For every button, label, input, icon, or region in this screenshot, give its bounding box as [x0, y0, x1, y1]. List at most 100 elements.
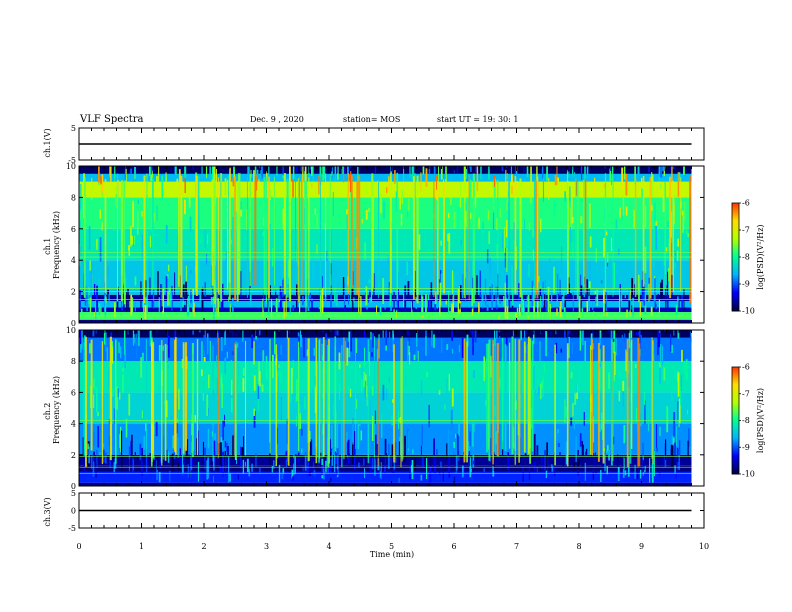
colorbar-cell [732, 291, 739, 294]
ytick-label: 6 [71, 388, 76, 397]
colorbar-cell [732, 258, 739, 262]
colorbar-cell [732, 418, 739, 421]
ch1-freq-ylabel-line2: Frequency (kHz) [52, 211, 61, 279]
colorbar-cell [732, 468, 739, 471]
colorbar-cell [732, 217, 739, 220]
colorbar-cell [732, 416, 739, 420]
x-axis-ticks: 0 1 2 3 4 5 6 7 8 9 10 [76, 542, 709, 551]
colorbar-cell [732, 390, 739, 393]
colorbar-cell [732, 436, 739, 439]
colorbar-tick-label: -10 [742, 307, 755, 316]
ytick-label: 10 [66, 326, 76, 335]
band-7 [79, 330, 692, 338]
colorbar-cell [732, 438, 739, 441]
colorbar-cell [732, 275, 739, 278]
colorbar-cell [732, 222, 739, 226]
colorbar-tick-label: -7 [742, 226, 750, 235]
colorbar-cell [732, 233, 739, 236]
colorbar-cell [732, 450, 739, 454]
colorbar-cell [732, 411, 739, 414]
colorbar-label: log(PSD)(V²/Hz) [756, 224, 765, 289]
colorbar-cell [732, 228, 739, 231]
ch2-freq-ylabel-line2: Frequency (kHz) [52, 376, 61, 444]
colorbar-cell [732, 432, 739, 436]
colorbar-cell [732, 408, 739, 411]
colorbar-cell [732, 273, 739, 276]
colorbar-cell [732, 264, 739, 267]
band-5 [79, 228, 692, 261]
colorbar-cell [732, 269, 739, 272]
ytick-label: 6 [71, 225, 76, 234]
colorbar-cell [732, 296, 739, 299]
colorbar-cell [732, 388, 739, 391]
x-axis-label: Time (min) [370, 550, 414, 559]
panel-ch2_spectrogram: 0 2 4 6 8 10 [66, 326, 705, 491]
colorbar-cell [732, 235, 739, 238]
colorbar-tick-label: -6 [742, 363, 750, 372]
colorbar-cell [732, 212, 739, 215]
date-label: Dec. 9 , 2020 [250, 115, 304, 124]
colorbar-cell [732, 393, 739, 397]
colorbar-cell [732, 262, 739, 265]
ch3-voltage-ylabel: ch.3(V) [43, 497, 52, 526]
colorbar-cell [732, 230, 739, 233]
colorbar-cell [732, 260, 739, 263]
colorbar-cell [732, 289, 739, 292]
colorbar-cell [732, 374, 739, 377]
band-0 [79, 471, 692, 483]
ytick-label: 4 [71, 256, 76, 265]
colorbar-cell [732, 379, 739, 382]
figure-title: VLF Spectra [79, 114, 144, 125]
ch2-freq-ylabel-line1: ch.2 [43, 403, 52, 420]
colorbar-cell [732, 226, 739, 229]
colorbar-cell [732, 472, 739, 475]
ytick-label: 0 [71, 319, 76, 328]
colorbar-cell [732, 391, 739, 395]
band-4 [79, 260, 692, 295]
colorbar-cell [732, 443, 739, 446]
colorbar-tick-label: -7 [742, 389, 750, 398]
colorbar-cell [732, 384, 739, 388]
colorbar-cell [732, 402, 739, 405]
colorbar-cell [732, 399, 739, 402]
colorbar-cell [732, 427, 739, 430]
colorbar-cell [732, 441, 739, 445]
colorbar-cell [732, 240, 739, 244]
colorbar-cell [732, 400, 739, 404]
colorbar-cell [732, 239, 739, 242]
colorbar-tick-label: -10 [742, 470, 755, 479]
ytick-label: 0 [71, 507, 76, 516]
colorbar-cell [732, 397, 739, 400]
colorbar-cell [732, 383, 739, 386]
colorbar-cell [732, 452, 739, 455]
colorbar-cell [732, 285, 739, 289]
band-5 [79, 361, 692, 393]
band-1 [79, 307, 692, 313]
ytick-label: 8 [71, 193, 76, 202]
ytick-label: 0 [71, 482, 76, 491]
colorbar-cell [732, 425, 739, 429]
colorbar-cell [732, 424, 739, 427]
colorbar-cell [732, 420, 739, 423]
colorbar-cell [732, 449, 739, 452]
colorbar-cell [732, 307, 739, 310]
colorbar-tick-label: -8 [742, 253, 750, 262]
colorbar-cell [732, 206, 739, 209]
colorbar-cell [732, 244, 739, 247]
colorbar-cell [732, 208, 739, 211]
colorbar-cell [732, 445, 739, 448]
colorbar-cell [732, 293, 739, 296]
colorbar-cell [732, 246, 739, 249]
ytick-label: 5 [71, 124, 76, 133]
band-floor [79, 482, 692, 486]
colorbar-cell [732, 257, 739, 260]
colorbar-tick-label: -8 [742, 416, 750, 425]
colorbar-cell [732, 457, 739, 461]
colorbar-cell [732, 276, 739, 280]
colorbar-cell [732, 287, 739, 290]
colorbar-cell [732, 219, 739, 222]
xtick-label: 6 [451, 542, 456, 551]
station-label: station= MOS [343, 115, 400, 124]
colorbar-layer: -6 -7 -8 -9 -10 log(PSD)(V²/Hz) -6 -7 -8 -9 -10 log… [731, 199, 765, 479]
